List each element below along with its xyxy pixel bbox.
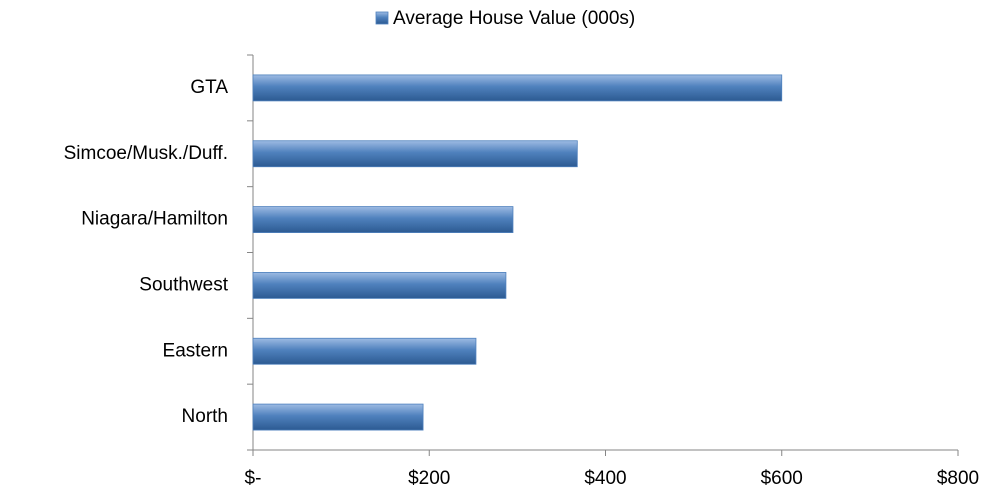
x-tick-label: $600	[761, 468, 803, 489]
x-tick-label: $200	[408, 468, 450, 489]
y-tick-label: Southwest	[139, 274, 228, 295]
y-tick-label: GTA	[190, 77, 228, 98]
bar	[252, 140, 578, 168]
x-tick-label: $800	[937, 468, 979, 489]
y-tick-label: Simcoe/Musk./Duff.	[64, 143, 228, 164]
x-tick-label: $400	[584, 468, 626, 489]
y-tick-label: Niagara/Hamilton	[81, 209, 228, 230]
y-tick-label: Eastern	[163, 340, 228, 361]
legend-marker	[375, 11, 389, 25]
bar	[252, 403, 424, 431]
bar	[252, 272, 507, 299]
x-tick-label: $-	[245, 468, 262, 489]
bar	[252, 337, 477, 365]
legend-label: Average House Value (000s)	[393, 8, 635, 29]
bar	[252, 206, 514, 233]
y-tick-label: North	[182, 406, 228, 427]
bar	[252, 74, 783, 102]
